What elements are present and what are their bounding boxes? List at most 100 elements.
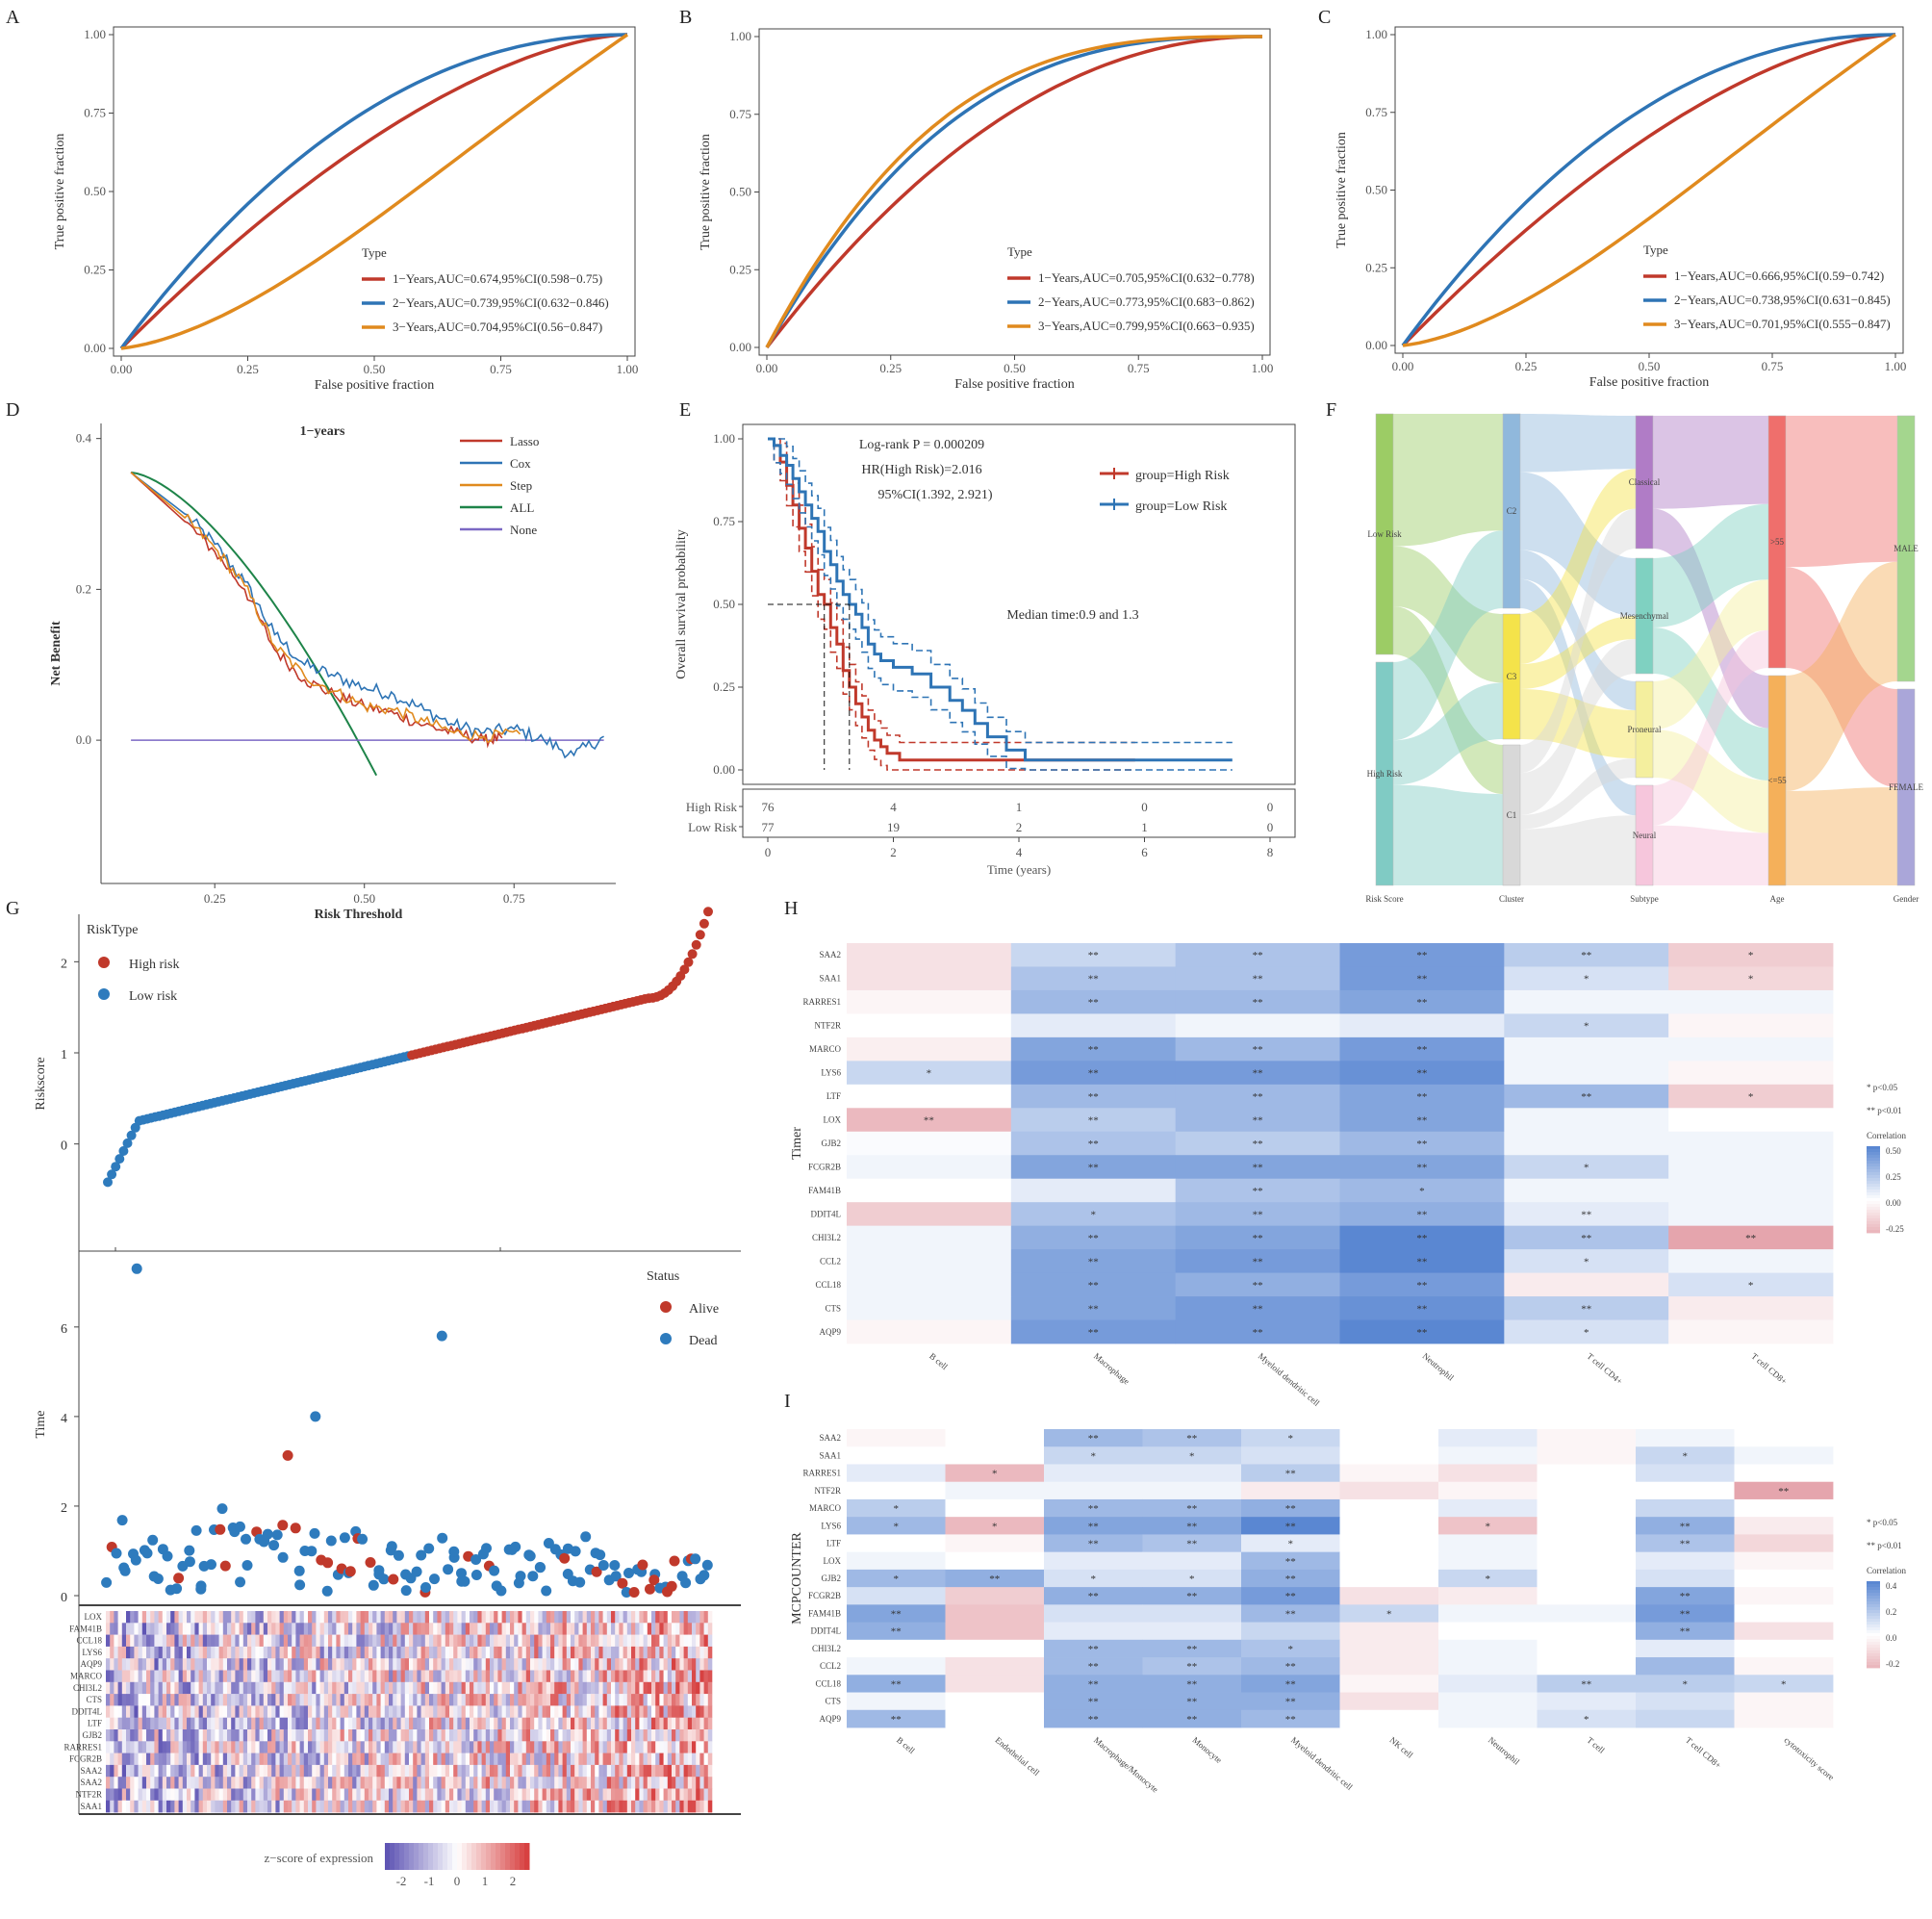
heatmap-cell <box>1636 1498 1735 1518</box>
heatmap-cell <box>154 1717 159 1730</box>
sankey-flow <box>1786 787 1897 885</box>
heatmap-cell <box>602 1717 608 1730</box>
heatmap-cell <box>110 1777 114 1789</box>
heatmap-cell <box>530 1681 535 1695</box>
heatmap-cell <box>453 1658 458 1671</box>
significance-mark: ** <box>1680 1626 1690 1638</box>
heatmap-cell <box>538 1777 543 1789</box>
heatmap-cell <box>945 1569 1045 1588</box>
heatmap-cell <box>477 1800 482 1813</box>
heatmap-cell <box>481 1788 487 1802</box>
heatmap-cell <box>494 1694 498 1706</box>
heatmap-cell <box>521 1681 527 1695</box>
heatmap-cell <box>485 1611 491 1624</box>
heatmap-cell <box>319 1788 325 1802</box>
heatmap-cell <box>146 1646 151 1659</box>
heatmap-cell <box>255 1729 260 1742</box>
heatmap-cell <box>380 1788 386 1802</box>
heatmap-cell <box>369 1705 373 1718</box>
heatmap-cell <box>417 1670 421 1683</box>
legend-item: group=High Risk <box>1135 469 1230 483</box>
legend-colorbar-cell <box>1867 1642 1880 1646</box>
heatmap-cell <box>384 1670 390 1683</box>
heatmap-cell <box>696 1694 700 1706</box>
heatmap-cell <box>518 1729 522 1742</box>
heatmap-cell <box>1339 1692 1439 1711</box>
heatmap-cell <box>360 1670 366 1683</box>
heatmap-cell <box>1044 1534 1143 1553</box>
heatmap-cell <box>631 1788 636 1802</box>
heatmap-cell <box>417 1800 421 1813</box>
heatmap-cell <box>481 1753 487 1766</box>
heatmap-cell <box>187 1681 191 1695</box>
heatmap-cell <box>283 1753 289 1766</box>
heatmap-cell <box>198 1694 204 1706</box>
time-point <box>637 1559 648 1571</box>
heatmap-cell <box>485 1717 491 1730</box>
heatmap-cell <box>586 1670 592 1683</box>
heatmap-cell <box>623 1611 628 1624</box>
heatmap-cell <box>207 1753 212 1766</box>
legend-colorbar-cell <box>1867 1172 1880 1176</box>
heatmap-cell <box>687 1741 693 1753</box>
y-tick-label: 2 <box>61 957 67 971</box>
heatmap-cell <box>263 1646 268 1659</box>
riskscore-point <box>699 918 709 929</box>
heatmap-cell <box>598 1729 603 1742</box>
heatmap-cell <box>166 1741 171 1753</box>
heatmap-row-label: FAM41B <box>808 1608 841 1618</box>
heatmap-cell <box>271 1658 276 1671</box>
heatmap-cell <box>162 1788 167 1802</box>
heatmap-cell <box>477 1623 482 1635</box>
time-point <box>101 1576 113 1588</box>
heatmap-cell <box>429 1646 434 1659</box>
heatmap-cell <box>218 1729 224 1742</box>
heatmap-cell <box>1044 1587 1143 1605</box>
heatmap-cell <box>251 1623 256 1635</box>
heatmap-cell <box>162 1753 167 1766</box>
heatmap-cell <box>202 1717 208 1730</box>
heatmap-cell <box>591 1764 596 1778</box>
heatmap-cell <box>215 1646 219 1659</box>
heatmap-cell <box>114 1681 118 1695</box>
heatmap-cell <box>340 1658 345 1671</box>
heatmap-cell <box>659 1658 664 1671</box>
significance-mark: ** <box>1581 1091 1591 1103</box>
heatmap-cell <box>643 1623 648 1635</box>
ci-annotation: 95%CI(1.392, 2.921) <box>878 488 993 502</box>
heatmap-cell <box>1142 1534 1242 1553</box>
heatmap-cell <box>1339 1657 1439 1676</box>
heatmap-cell <box>1339 1446 1439 1465</box>
sankey-flow <box>1520 472 1636 616</box>
heatmap-cell <box>1668 1108 1834 1133</box>
heatmap-cell <box>312 1705 317 1718</box>
legend-colorbar-cell <box>1867 1619 1880 1623</box>
heatmap-cell <box>158 1694 164 1706</box>
heatmap-cell <box>396 1717 401 1730</box>
significance-mark: ** <box>1253 1115 1263 1127</box>
heatmap-cell <box>1339 1272 1505 1297</box>
colorbar-cell <box>414 1843 419 1870</box>
significance-mark: ** <box>1253 1327 1263 1339</box>
heatmap-cell <box>461 1623 467 1635</box>
significance-mark: * <box>1748 1280 1754 1292</box>
heatmap-row-label: LOX <box>85 1612 103 1622</box>
heatmap-cell <box>672 1611 676 1624</box>
heatmap-cell <box>651 1634 656 1648</box>
time-point <box>541 1585 552 1597</box>
heatmap-cell <box>510 1705 515 1718</box>
heatmap-cell <box>525 1705 531 1718</box>
heatmap-cell <box>303 1646 309 1659</box>
significance-mark: ** <box>1186 1714 1197 1726</box>
heatmap-cell <box>1504 1178 1669 1203</box>
heatmap-cell <box>457 1634 462 1648</box>
heatmap-cell <box>1175 1131 1340 1156</box>
heatmap-cell <box>1010 1155 1177 1180</box>
significance-mark: ** <box>1285 1556 1296 1568</box>
heatmap-cell <box>558 1694 563 1706</box>
y-tick-label: 0.2 <box>76 581 91 596</box>
panel-label-f: F <box>1326 399 1336 421</box>
heatmap-cell <box>494 1717 498 1730</box>
heatmap-cell <box>174 1705 179 1718</box>
heatmap-cell <box>255 1670 260 1683</box>
